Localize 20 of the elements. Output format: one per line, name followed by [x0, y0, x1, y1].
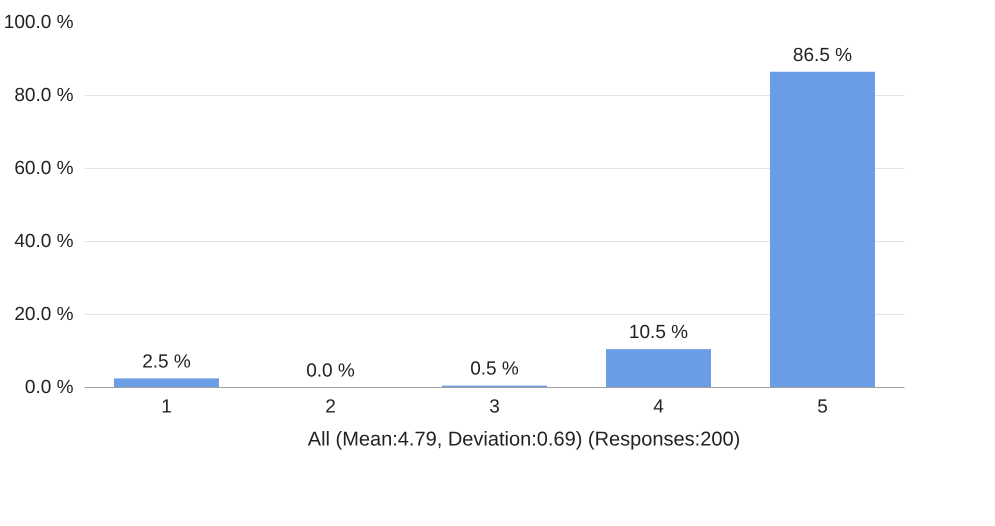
- data-label: 10.5 %: [628, 322, 688, 344]
- x-tick-label: 2: [325, 396, 336, 418]
- y-tick-label: 80.0 %: [14, 85, 74, 106]
- x-tick-label: 4: [653, 396, 664, 418]
- x-tick-label: 3: [489, 396, 500, 418]
- bar: [606, 349, 711, 388]
- data-label: 0.5 %: [470, 358, 519, 380]
- data-label: 2.5 %: [142, 351, 191, 372]
- bar: [114, 378, 219, 388]
- y-tick-label: 0.0 %: [24, 377, 74, 398]
- y-tick-label: 40.0 %: [14, 231, 74, 252]
- x-tick-label: 5: [817, 396, 828, 418]
- y-tick-label: 20.0 %: [14, 304, 74, 325]
- y-tick-label: 100.0 %: [4, 12, 74, 33]
- data-label: 0.0 %: [306, 360, 355, 382]
- x-tick-label: 1: [161, 396, 172, 418]
- data-label: 86.5 %: [792, 44, 852, 66]
- text: All (Mean:4.79, Deviation:0.69) (Responses:200): [308, 428, 740, 452]
- y-tick-label: 60.0 %: [14, 158, 74, 179]
- bar: [770, 72, 875, 388]
